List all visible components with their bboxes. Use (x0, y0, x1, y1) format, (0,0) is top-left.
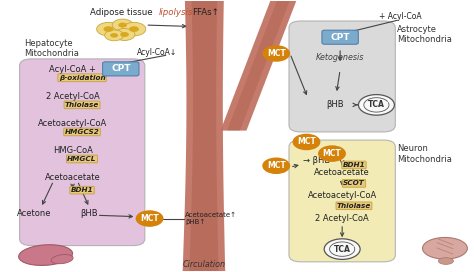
Text: Acetoacetyl-CoA: Acetoacetyl-CoA (308, 191, 377, 200)
FancyBboxPatch shape (19, 59, 145, 246)
Text: Ketogenesis: Ketogenesis (316, 53, 365, 62)
Circle shape (110, 33, 118, 38)
Circle shape (97, 22, 120, 36)
Text: Adipose tissue: Adipose tissue (90, 8, 153, 17)
Ellipse shape (438, 258, 454, 264)
Circle shape (293, 134, 319, 150)
Circle shape (324, 239, 360, 259)
Circle shape (114, 29, 135, 41)
Text: 2 Acetyl-CoA: 2 Acetyl-CoA (315, 214, 369, 223)
Circle shape (103, 26, 113, 32)
Text: SCOT: SCOT (343, 180, 365, 186)
Circle shape (319, 146, 345, 161)
Text: + Acyl-CoA: + Acyl-CoA (379, 13, 421, 21)
Circle shape (122, 22, 146, 36)
Circle shape (263, 158, 290, 173)
Circle shape (358, 95, 394, 115)
Text: 2 Acetyl-CoA: 2 Acetyl-CoA (46, 92, 100, 101)
Text: MCT: MCT (267, 49, 286, 58)
Ellipse shape (51, 255, 73, 264)
Text: HMG-CoA: HMG-CoA (53, 146, 92, 155)
Text: Thiolase: Thiolase (337, 203, 371, 209)
Text: Hepatocyte
Mitochondria: Hepatocyte Mitochondria (24, 39, 79, 58)
Circle shape (129, 26, 139, 32)
Circle shape (263, 46, 290, 61)
Text: BDH1: BDH1 (343, 162, 365, 168)
Text: Acetoacetate: Acetoacetate (45, 174, 100, 183)
Polygon shape (227, 1, 290, 131)
Text: MCT: MCT (267, 161, 286, 170)
Text: Astrocyte
Mitochondria: Astrocyte Mitochondria (397, 25, 452, 44)
Text: lipolysis: lipolysis (158, 8, 193, 17)
Text: Circulation: Circulation (182, 260, 226, 269)
Circle shape (120, 32, 129, 37)
Text: MCT: MCT (297, 137, 316, 146)
Text: Acyl-CoA +: Acyl-CoA + (49, 65, 96, 74)
Text: β-oxidation: β-oxidation (59, 75, 105, 81)
Text: Acetoacetate↑
βHB↑: Acetoacetate↑ βHB↑ (185, 212, 237, 225)
Polygon shape (220, 1, 296, 131)
FancyBboxPatch shape (102, 62, 139, 76)
Text: Neuron
Mitochondria: Neuron Mitochondria (397, 144, 452, 163)
Text: βHB: βHB (327, 100, 344, 109)
Text: MCT: MCT (323, 149, 341, 158)
Circle shape (105, 30, 124, 41)
Text: HMGCS2: HMGCS2 (64, 129, 100, 135)
Text: Acetoacetate: Acetoacetate (314, 168, 370, 177)
Text: BDH1: BDH1 (71, 187, 93, 193)
Text: Acetone: Acetone (17, 209, 51, 218)
Circle shape (137, 211, 163, 226)
Circle shape (112, 19, 133, 31)
FancyBboxPatch shape (289, 21, 395, 132)
Text: TCA: TCA (368, 100, 385, 109)
Text: TCA: TCA (334, 245, 351, 254)
Text: Thiolase: Thiolase (65, 102, 99, 108)
Polygon shape (189, 1, 219, 271)
Text: βHB: βHB (81, 209, 98, 218)
Text: MCT: MCT (140, 214, 159, 223)
Text: FFAs↑: FFAs↑ (192, 8, 219, 17)
Polygon shape (182, 1, 225, 271)
Text: → βHB: → βHB (303, 156, 330, 165)
Text: Acetoacetyl-CoA: Acetoacetyl-CoA (38, 119, 107, 128)
Ellipse shape (422, 237, 467, 259)
Text: CPT: CPT (111, 64, 130, 73)
Text: Acyl-CoA↓: Acyl-CoA↓ (137, 48, 177, 57)
FancyBboxPatch shape (322, 30, 358, 44)
Text: HMGCL: HMGCL (67, 156, 97, 162)
Ellipse shape (18, 245, 73, 265)
Text: CPT: CPT (330, 33, 350, 42)
Circle shape (118, 23, 127, 27)
FancyBboxPatch shape (289, 140, 395, 262)
